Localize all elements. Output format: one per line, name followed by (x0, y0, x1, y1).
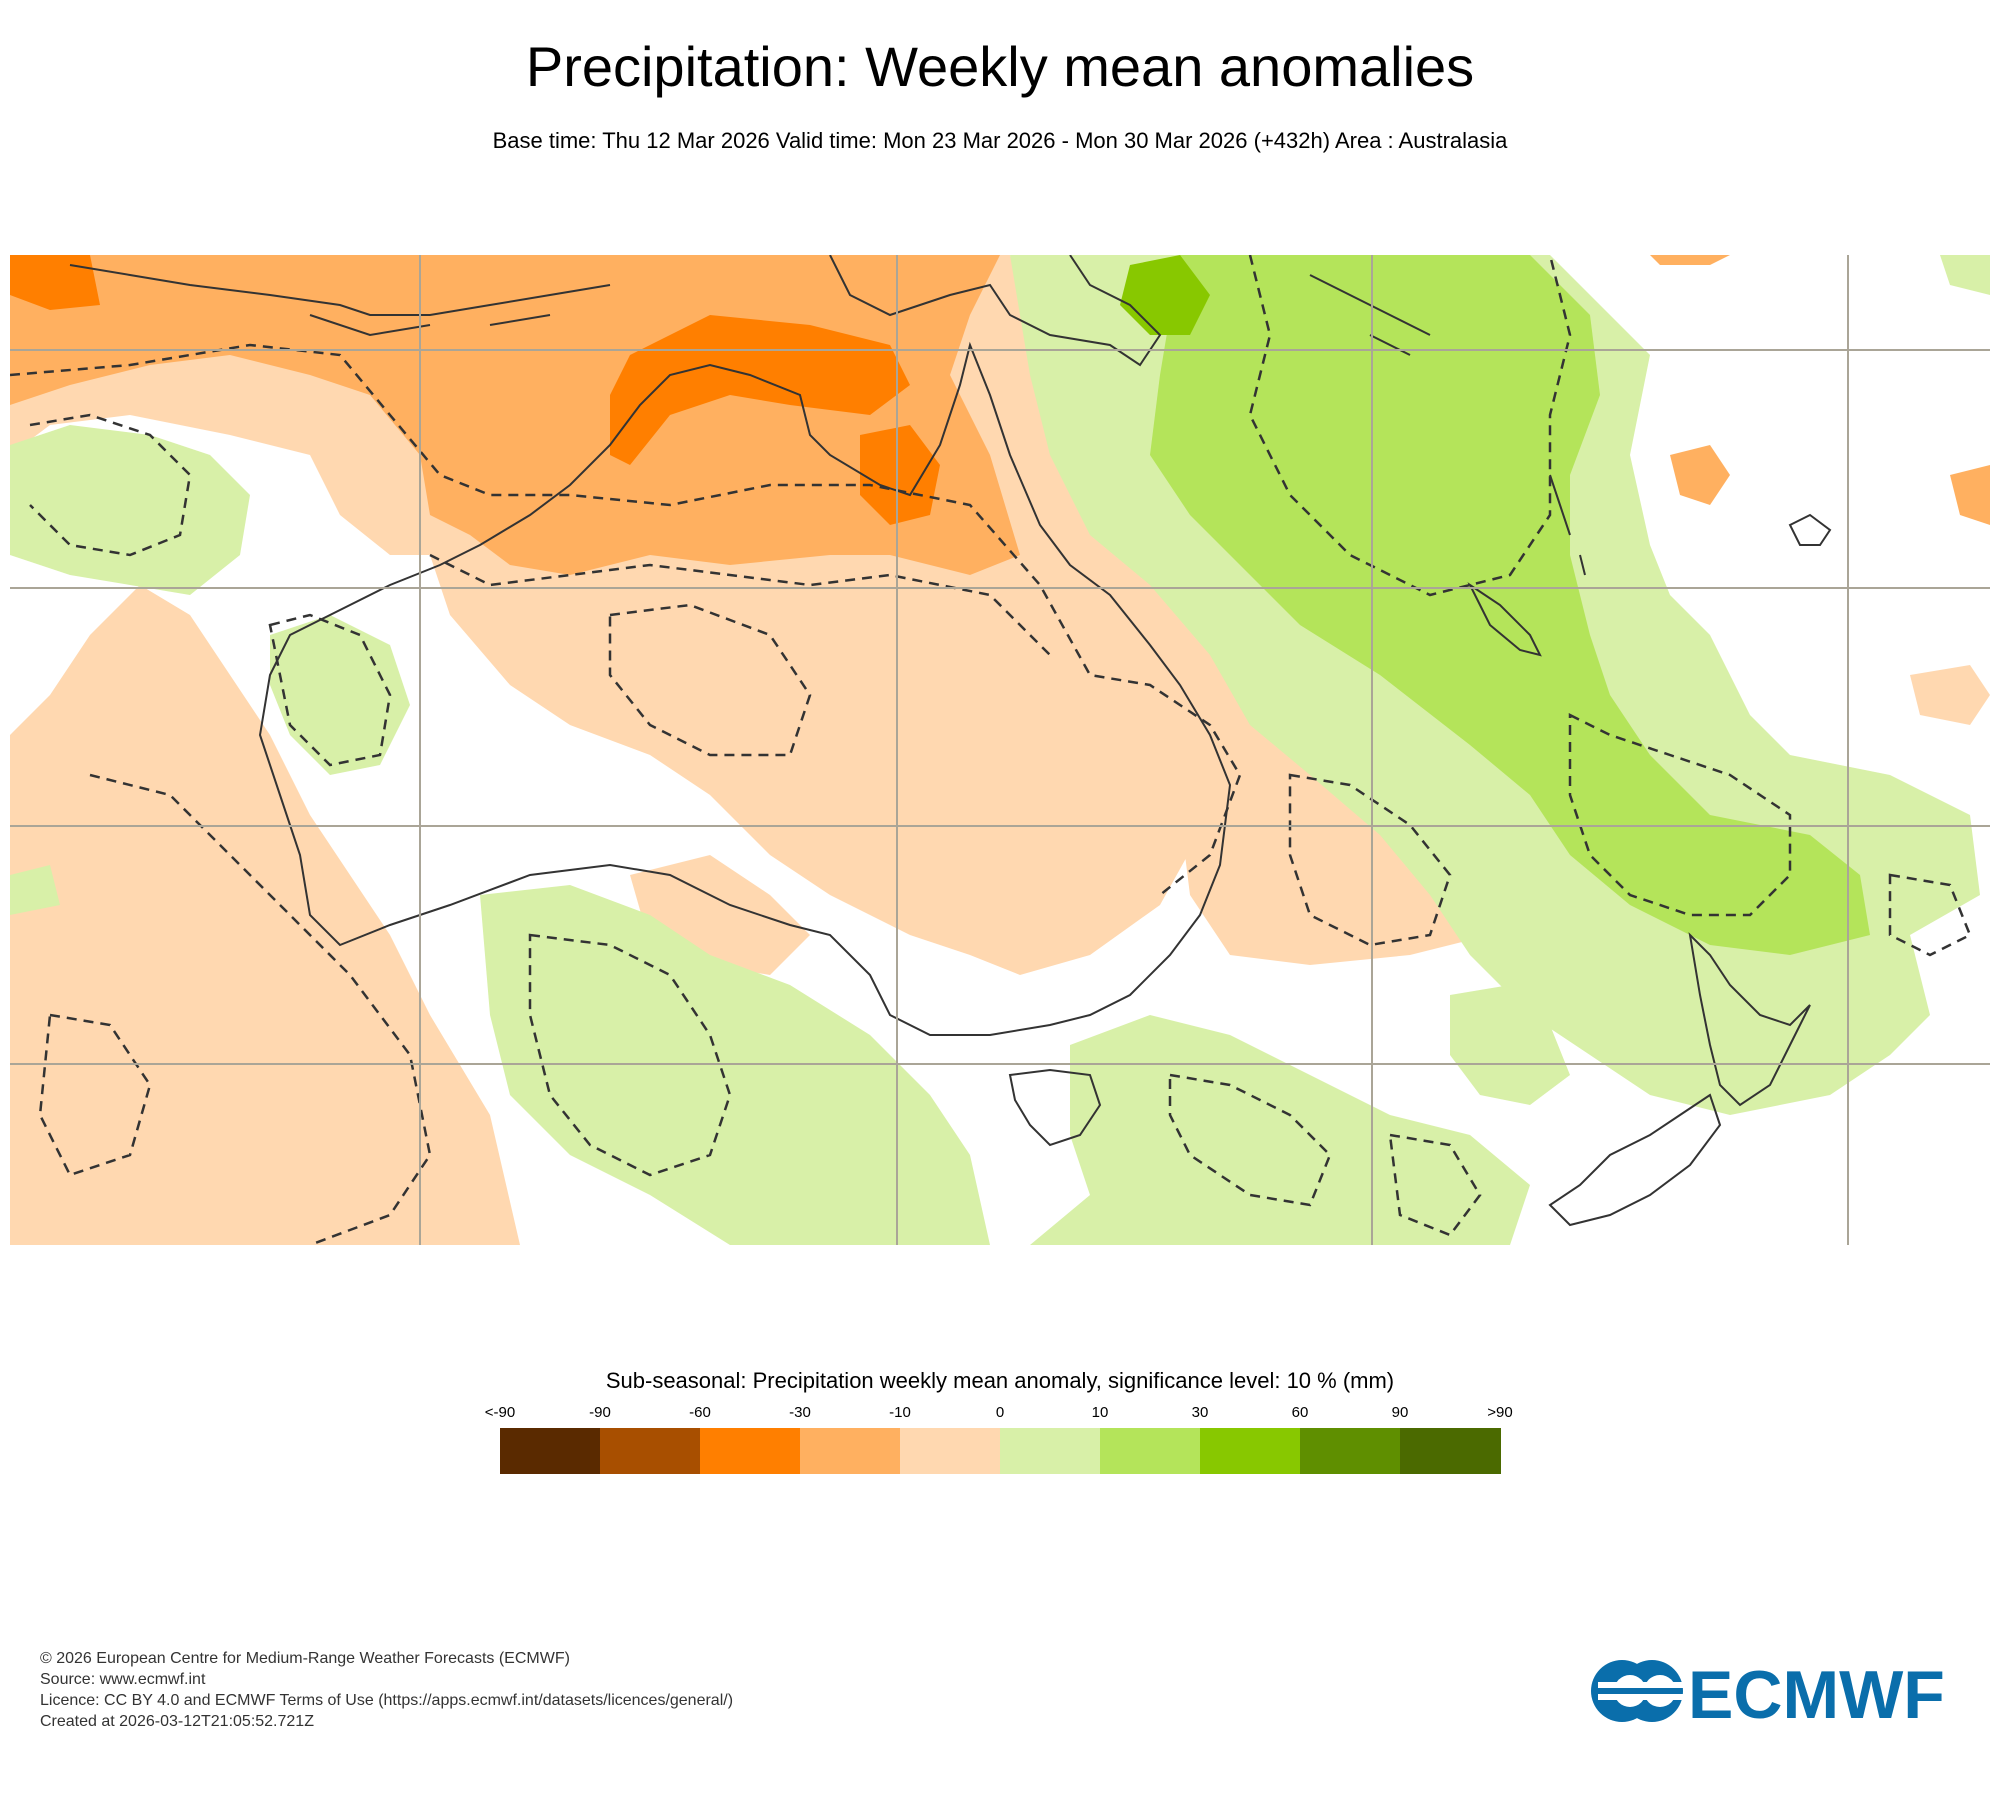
contour-line (608, 603, 812, 757)
created-line: Created at 2026-03-12T21:05:52.721Z (40, 1713, 314, 1730)
contour-line (1248, 255, 1572, 597)
legend-color-box (900, 1428, 1001, 1474)
anomaly-area-south-east-light-green (1030, 1015, 1530, 1245)
contour-line (1568, 712, 1792, 917)
footer-credits: © 2026 European Centre for Medium-Range … (40, 1648, 733, 1732)
legend-color-box (1200, 1428, 1301, 1474)
legend-color-box (800, 1428, 901, 1474)
legend-tick-label: >90 (1487, 1404, 1513, 1421)
legend-tick-label: -30 (789, 1404, 811, 1421)
anomaly-area-west-coast-light-green (270, 615, 410, 775)
negative-anomaly-regions (10, 255, 1990, 1245)
contour-line (29, 413, 192, 557)
copyright-line: © 2026 European Centre for Medium-Range … (40, 1650, 570, 1667)
anomaly-area-pacific-bright-green (1120, 255, 1210, 335)
new-zealand-north-island (1688, 932, 1811, 1107)
contour-line (1288, 773, 1452, 947)
legend-colorbar (500, 1428, 1501, 1474)
ecmwf-logo: ECMWF (1591, 1657, 1945, 1726)
contour-line (1388, 1133, 1482, 1237)
anomaly-map (10, 255, 1990, 1245)
licence-line: Licence: CC BY 4.0 and ECMWF Terms of Us… (40, 1692, 734, 1709)
anomaly-area-small-peach (1910, 665, 1990, 725)
legend-tick-label: 30 (1191, 1404, 1209, 1421)
chart-title: Precipitation: Weekly mean anomalies (525, 35, 1475, 98)
legend-color-box (600, 1428, 701, 1474)
fiji-islands (1788, 513, 1832, 546)
legend-color-box (1100, 1428, 1201, 1474)
new-zealand-south-island (1548, 1093, 1722, 1227)
coastlines (69, 255, 1832, 1227)
vanuatu-islands (1549, 474, 1586, 576)
new-guinea-coastline (829, 255, 1162, 367)
contour-line (38, 1013, 152, 1177)
contour-line (10, 343, 1242, 896)
legend-tick-label: <-90 (484, 1404, 516, 1421)
anomaly-area-ne-light-green (1940, 255, 1990, 295)
anomaly-area-sw-light-green (10, 865, 60, 915)
ecmwf-logo-icon (1591, 1660, 1688, 1722)
solomon-islands (1309, 274, 1431, 356)
anomaly-area-tasman-light-green (1450, 985, 1570, 1105)
source-line: Source: www.ecmwf.int (40, 1671, 206, 1688)
contour-line (89, 773, 432, 1245)
anomaly-area-pacific-green (1150, 255, 1870, 955)
legend-color-box (500, 1428, 601, 1474)
chart-subtitle: Base time: Thu 12 Mar 2026 Valid time: M… (492, 128, 1508, 153)
new-caledonia-coastline (1467, 582, 1542, 657)
legend-color-box (1000, 1428, 1101, 1474)
indonesia-islands (69, 264, 611, 337)
contour-line (1888, 873, 1972, 957)
contour-line (528, 933, 732, 1177)
legend-tick-label: 0 (995, 1404, 1005, 1421)
legend-title: Sub-seasonal: Precipitation weekly mean … (605, 1368, 1395, 1393)
legend-color-box (700, 1428, 801, 1474)
anomaly-area-dark-orange-2 (860, 425, 940, 525)
legend-color-box (1300, 1428, 1401, 1474)
legend-tick-label: -10 (889, 1404, 911, 1421)
legend-color-box (1400, 1428, 1501, 1474)
contour-line (1168, 1073, 1332, 1207)
anomaly-area-west-peach (10, 585, 520, 1245)
anomaly-area-dark-orange-1 (610, 315, 910, 465)
anomaly-area-small-orange-3 (1650, 255, 1730, 265)
contour-line (268, 613, 392, 767)
contour-line (429, 553, 1051, 656)
anomaly-area-small-orange-2 (1950, 465, 1990, 525)
australia-coastline (258, 341, 1232, 1036)
legend-tick-label: 60 (1291, 1404, 1309, 1421)
legend-tick-label: -90 (589, 1404, 611, 1421)
graticule (10, 255, 1990, 1245)
anomaly-area-small-orange-1 (1670, 445, 1730, 505)
legend-tick-label: -60 (689, 1404, 711, 1421)
legend-tick-label: 10 (1091, 1404, 1109, 1421)
ecmwf-logo-text: ECMWF (1688, 1657, 1945, 1726)
significance-contours (10, 255, 1972, 1245)
anomaly-area-dark-orange-3 (10, 255, 100, 310)
tasmania-coastline (1008, 1068, 1102, 1147)
anomaly-area-west-light-green (10, 425, 250, 595)
legend-tick-label: 90 (1391, 1404, 1409, 1421)
